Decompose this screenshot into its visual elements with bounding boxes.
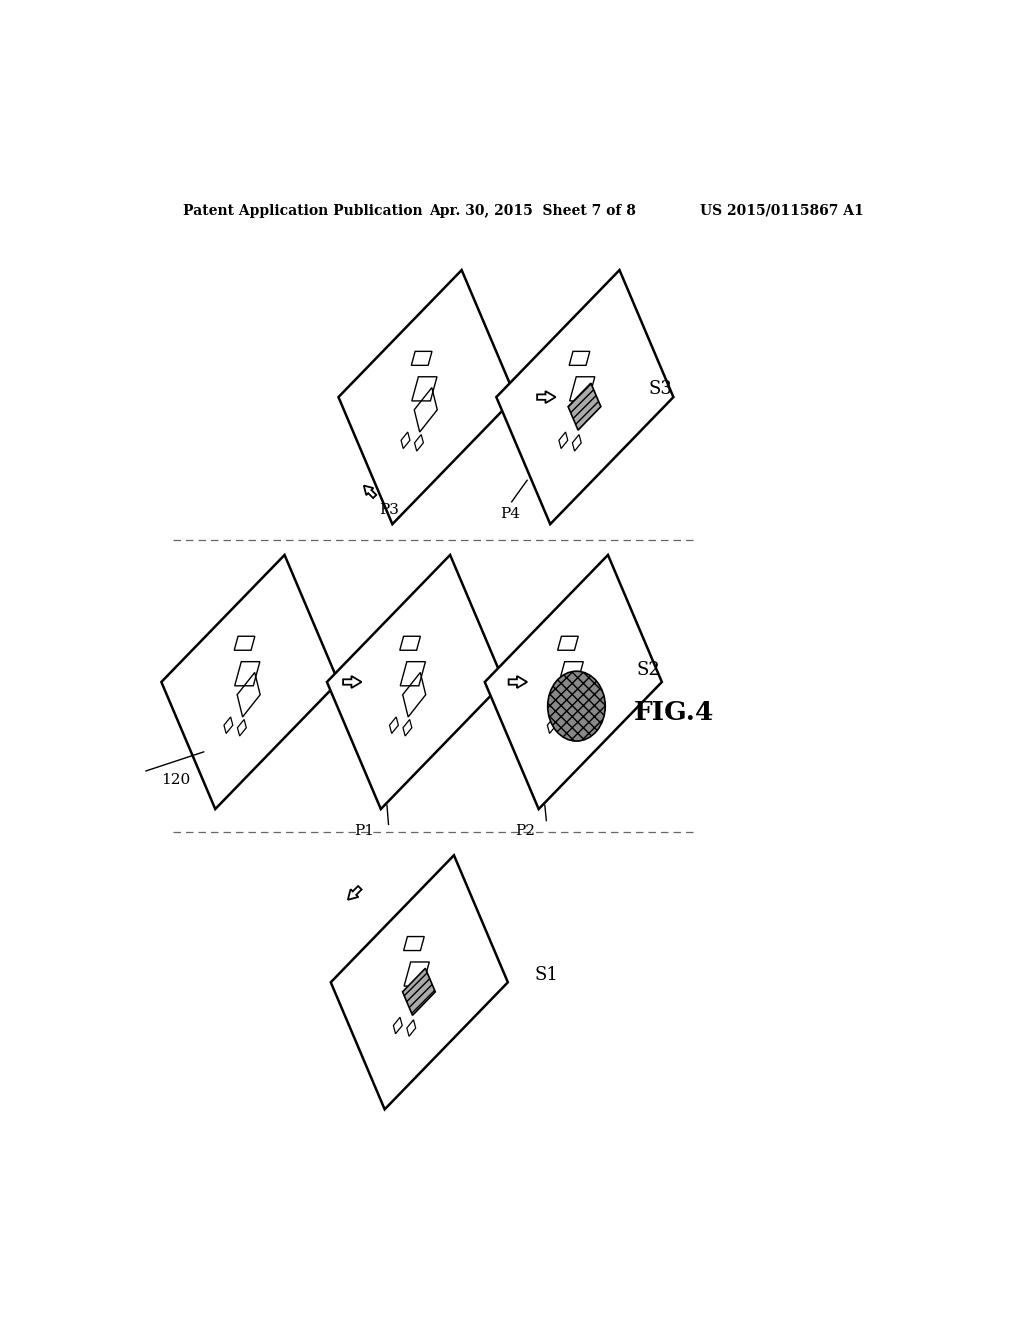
Polygon shape <box>327 554 504 809</box>
Polygon shape <box>343 676 361 688</box>
Text: P3: P3 <box>379 503 399 517</box>
Polygon shape <box>568 383 601 430</box>
Text: P1: P1 <box>354 825 374 838</box>
Text: S3: S3 <box>648 380 672 399</box>
Text: Patent Application Publication: Patent Application Publication <box>183 203 423 218</box>
Polygon shape <box>402 969 435 1015</box>
Polygon shape <box>538 391 556 403</box>
Text: S2: S2 <box>637 661 660 680</box>
Ellipse shape <box>548 671 605 741</box>
Polygon shape <box>339 271 515 524</box>
Polygon shape <box>509 676 527 688</box>
Text: Apr. 30, 2015  Sheet 7 of 8: Apr. 30, 2015 Sheet 7 of 8 <box>429 203 636 218</box>
Text: US 2015/0115867 A1: US 2015/0115867 A1 <box>700 203 864 218</box>
Text: 120: 120 <box>162 774 190 788</box>
Text: P4: P4 <box>500 507 520 521</box>
Text: FIG.4: FIG.4 <box>634 701 714 725</box>
Polygon shape <box>348 886 361 900</box>
Polygon shape <box>331 855 508 1109</box>
Text: P2: P2 <box>515 825 536 838</box>
Polygon shape <box>162 554 339 809</box>
Polygon shape <box>497 271 674 524</box>
Polygon shape <box>484 554 662 809</box>
Text: S1: S1 <box>535 966 559 983</box>
Polygon shape <box>364 486 376 498</box>
